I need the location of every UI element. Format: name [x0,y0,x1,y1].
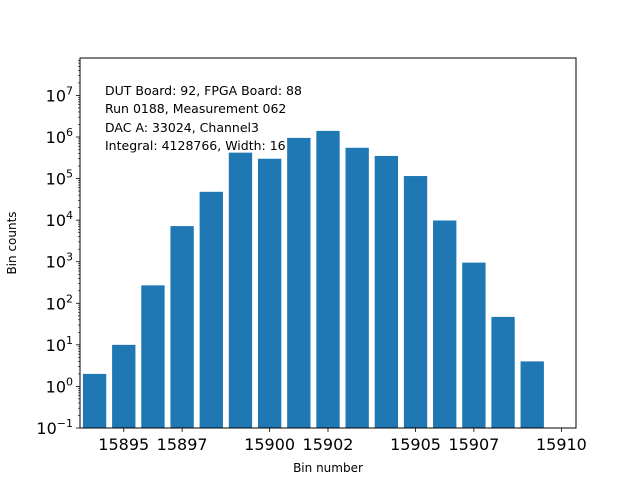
bar-15902 [316,130,340,428]
y-tick-label: 106 [46,126,73,147]
y-tick-label: 100 [46,375,73,396]
x-axis-ticks: 15895 15897 15900 15902 15905 15907 15910 [98,428,587,454]
bar-15905 [403,176,428,428]
bar-15908 [491,316,515,428]
annotation-line-3: DAC A: 33024, Channel3 [105,120,259,135]
annotation-line-4: Integral: 4128766, Width: 16 [105,138,286,153]
bar-15897 [170,226,194,428]
bar-15907 [462,262,486,428]
x-axis-label: Bin number [293,461,363,475]
x-tick-label: 15905 [390,435,441,454]
plot-frame [79,57,577,429]
x-tick-label: 15910 [536,435,587,454]
bar-15895 [112,344,136,428]
x-tick-label: 15907 [448,435,499,454]
x-tick-label: 15895 [98,435,149,454]
y-tick-label: 105 [46,168,73,189]
bar-15896 [141,285,165,428]
bar-series [82,130,544,429]
x-tick-label: 15902 [303,435,354,454]
bar-15898 [199,191,223,428]
x-tick-label: 15897 [157,435,208,454]
annotation-block: DUT Board: 92, FPGA Board: 88 Run 0188, … [105,83,302,153]
bar-15900 [257,158,282,429]
bar-15903 [345,147,369,428]
y-axis-label: Bin counts [5,211,19,274]
bar-15899 [228,152,253,428]
bar-15904 [374,155,399,428]
bar-15906 [433,220,457,428]
bar-15894 [82,373,107,428]
y-tick-label: 10−1 [36,417,73,438]
y-tick-label: 102 [46,292,73,313]
y-tick-label: 107 [46,84,73,105]
bar-15901 [287,137,311,428]
y-axis-ticks: 10−1 100 101 102 103 104 105 106 107 [36,84,80,438]
bar-15909 [520,361,544,428]
y-tick-label: 101 [46,334,73,355]
annotation-line-2: Run 0188, Measurement 062 [105,101,286,116]
annotation-line-1: DUT Board: 92, FPGA Board: 88 [105,83,302,98]
x-tick-label: 15900 [244,435,295,454]
y-tick-label: 104 [46,209,73,230]
y-tick-label: 103 [46,251,73,272]
